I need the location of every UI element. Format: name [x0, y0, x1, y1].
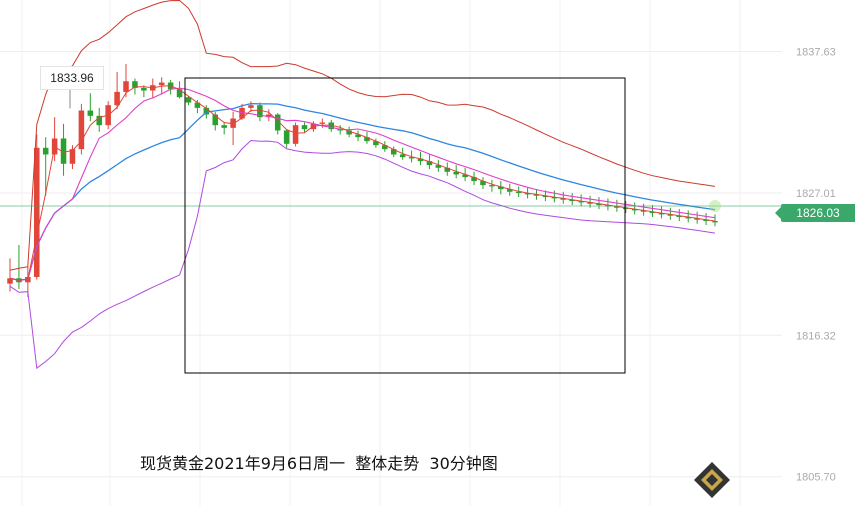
candle — [87, 110, 94, 116]
candle — [78, 110, 85, 150]
candle — [194, 102, 201, 108]
candle — [212, 114, 219, 126]
ma-slow-line — [9, 102, 716, 281]
candle — [319, 122, 326, 124]
candle — [408, 157, 415, 159]
current-price-glow — [709, 199, 721, 212]
candle — [569, 199, 575, 202]
logo — [690, 456, 855, 506]
y-tick-label: 1816.32 — [796, 330, 836, 342]
candle — [542, 195, 549, 198]
candle — [640, 210, 647, 212]
candle — [132, 81, 138, 88]
candle — [292, 125, 299, 144]
candle — [328, 122, 335, 130]
candle — [649, 211, 656, 214]
candle — [480, 181, 486, 186]
candle — [631, 209, 638, 211]
candle — [694, 218, 700, 220]
candle — [685, 217, 691, 219]
candle — [658, 213, 665, 215]
candle — [471, 177, 477, 182]
candle — [42, 147, 49, 155]
candle — [426, 161, 433, 166]
candle — [7, 278, 13, 284]
candle — [596, 203, 602, 206]
annotation-box — [184, 77, 626, 374]
candle — [444, 167, 451, 172]
candle — [141, 87, 147, 91]
candle — [551, 197, 558, 199]
candle — [230, 118, 236, 128]
candle — [221, 125, 227, 128]
candle — [399, 154, 406, 158]
candle — [257, 105, 263, 118]
candle — [346, 130, 352, 135]
candle — [283, 130, 290, 144]
candle — [114, 91, 120, 106]
candle — [667, 214, 674, 216]
candle — [355, 134, 361, 138]
candle — [203, 107, 210, 115]
candle — [676, 215, 683, 218]
candle — [274, 114, 281, 131]
candle — [462, 174, 468, 178]
ma-mid-line — [9, 87, 716, 281]
candle — [382, 145, 388, 150]
current-price-tag: 1826.03 — [775, 204, 855, 222]
candle — [622, 207, 629, 210]
candle — [417, 158, 424, 162]
candle — [712, 221, 718, 223]
candle — [498, 186, 504, 190]
candle — [248, 105, 254, 108]
candle — [587, 202, 593, 204]
logo-icon — [694, 462, 730, 498]
candle — [515, 191, 522, 194]
candle — [176, 89, 183, 98]
y-tick-label: 1827.01 — [796, 188, 836, 200]
upper-band-line — [9, 0, 716, 271]
candle — [489, 185, 495, 187]
candle — [435, 165, 442, 168]
candle — [364, 137, 370, 142]
candle — [60, 138, 67, 164]
candle — [533, 194, 540, 196]
candle — [390, 149, 397, 155]
candle — [373, 141, 379, 146]
candle — [524, 193, 531, 195]
candle — [506, 189, 513, 192]
high-marker-label: 1833.96 — [40, 66, 104, 90]
chart-title: 现货黄金2021年9月6日周一 整体走势 30分钟图 — [140, 454, 498, 473]
candle — [301, 125, 308, 130]
candle — [614, 206, 620, 208]
y-tick-label: 1805.70 — [796, 472, 836, 484]
candle — [185, 97, 192, 103]
y-tick-label: 1837.63 — [796, 47, 836, 59]
candle — [123, 81, 129, 92]
candle — [69, 149, 76, 164]
candle — [560, 198, 567, 200]
candle — [578, 201, 584, 203]
lower-band-line — [9, 139, 716, 370]
candle — [703, 219, 709, 222]
candle — [453, 171, 459, 175]
candle — [158, 82, 165, 86]
ma-fast-line — [9, 85, 716, 281]
candle — [96, 115, 103, 126]
candle — [34, 147, 40, 277]
